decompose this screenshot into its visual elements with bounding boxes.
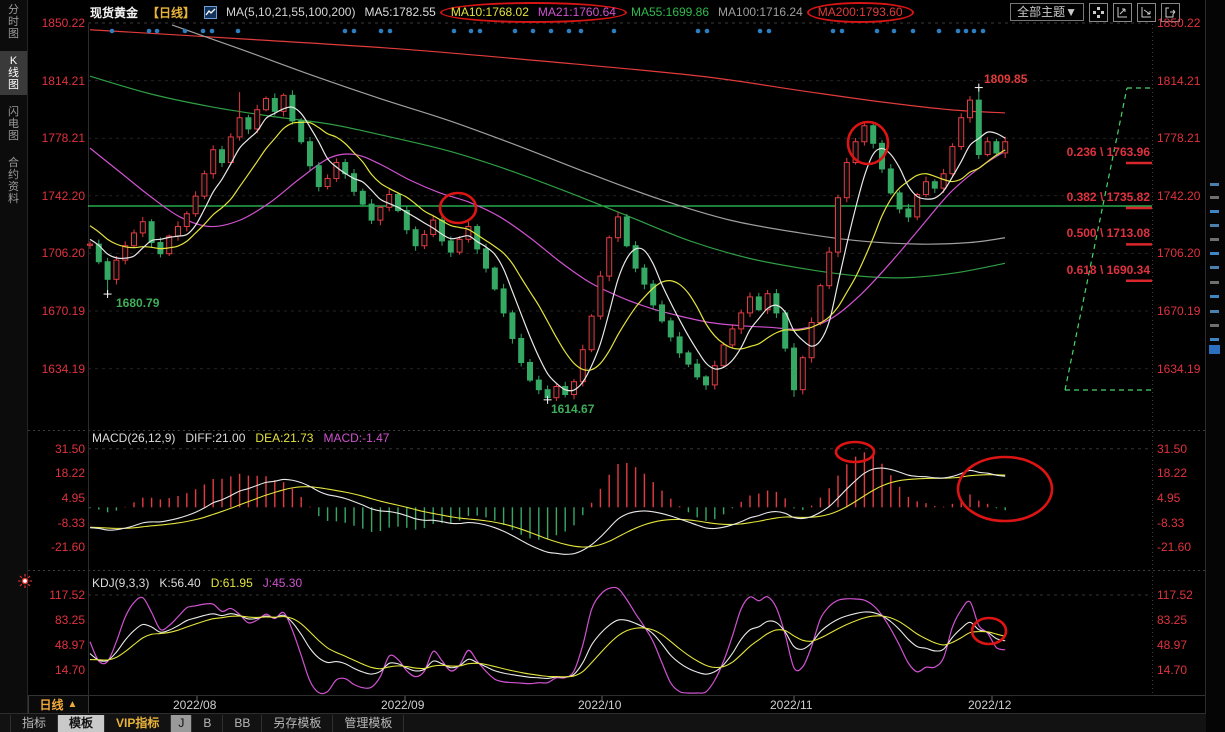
tab-另存模板[interactable]: 另存模板 [262, 714, 334, 732]
macd-header: MACD(26,12,9) DIFF:21.00 DEA:21.73 MACD:… [92, 431, 389, 445]
period-arrow-icon: ▲ [67, 699, 78, 710]
axis-scale-icon[interactable] [1137, 2, 1156, 22]
bottom-tab-bar: 指标 模板 VIP指标 J B BB 另存模板 管理模板 [0, 713, 1225, 732]
right-side-strip [1206, 0, 1225, 732]
macd-diff-value: DIFF:21.00 [185, 431, 246, 445]
kdj-j-value: J:45.30 [262, 576, 303, 590]
symbol-title: 现货黄金 [90, 5, 139, 20]
sidebar-item-分时图[interactable]: 分时图 [8, 4, 19, 40]
strip-block [1209, 345, 1220, 354]
tab-BB[interactable]: BB [223, 714, 263, 732]
kdj-header: KDJ(9,3,3) K:56.40 D:61.95 J:45.30 [92, 576, 302, 590]
pan-icon[interactable] [1089, 2, 1108, 22]
strip-tick [1210, 252, 1219, 255]
tab-B[interactable]: B [192, 714, 224, 732]
theme-dropdown[interactable]: 全部主题▼ [1010, 3, 1084, 21]
strip-tick [1210, 183, 1219, 186]
period-selector[interactable]: 日线 ▲ [28, 696, 89, 714]
strip-tick [1210, 324, 1219, 327]
kdj-d-value: D:61.95 [210, 576, 253, 590]
tab-模板[interactable]: 模板 [58, 714, 106, 732]
strip-tick [1210, 310, 1219, 313]
kdj-title: KDJ(9,3,3) [92, 576, 150, 590]
strip-tick [1210, 238, 1219, 241]
period-label: 日线 [39, 698, 64, 712]
strip-tick [1210, 295, 1219, 298]
ma-value-ma55: MA55:1699.86 [630, 5, 710, 19]
period-tag: 【日线】 [147, 5, 196, 20]
strip-tick [1210, 196, 1219, 199]
ma-value-ma21: MA21:1760.64 [537, 5, 616, 19]
chart-header: 现货黄金 【日线】 MA(5,10,21,55,100,200) MA5:178… [28, 0, 1225, 24]
strip-tick [1210, 338, 1219, 341]
pop-out-icon[interactable] [1161, 2, 1180, 22]
date-axis-row [88, 695, 1152, 714]
macd-title: MACD(26,12,9) [92, 431, 176, 445]
kdj-k-value: K:56.40 [159, 576, 201, 590]
sidebar-item-合约资料[interactable]: 合约资料 [8, 157, 19, 205]
macd-dea-value: DEA:21.73 [255, 431, 314, 445]
ma-value-ma10: MA10:1768.02 [450, 5, 529, 19]
strip-tick [1210, 266, 1219, 269]
annotation-ellipse-header: MA10:1768.02 MA21:1760.64 [439, 1, 627, 23]
ma-values: MA5:1782.55 MA10:1768.02 MA21:1760.64 MA55:… [364, 1, 914, 23]
tab-J[interactable]: J [171, 714, 193, 732]
tab-管理模板[interactable]: 管理模板 [333, 714, 405, 732]
axis-fit-icon[interactable] [1113, 2, 1132, 22]
strip-tick [1210, 224, 1219, 227]
macd-macd-value: MACD:-1.47 [323, 431, 390, 445]
ma-value-ma100: MA100:1716.24 [718, 5, 803, 19]
tab-指标[interactable]: 指标 [10, 714, 59, 732]
ma-value-ma200: MA200:1793.60 [817, 5, 903, 19]
strip-tick [1210, 281, 1219, 284]
ma-value-ma5: MA5:1782.55 [364, 5, 436, 19]
kline-icon [204, 5, 218, 19]
ma-group-label: MA(5,10,21,55,100,200) [226, 5, 356, 19]
sidebar-item-闪电图[interactable]: 闪电图 [8, 106, 19, 142]
annotation-ellipse-header: MA200:1793.60 [806, 1, 914, 23]
strip-tick [1210, 210, 1219, 213]
tab-VIP指标[interactable]: VIP指标 [105, 714, 172, 732]
alert-sun-icon [17, 573, 33, 592]
